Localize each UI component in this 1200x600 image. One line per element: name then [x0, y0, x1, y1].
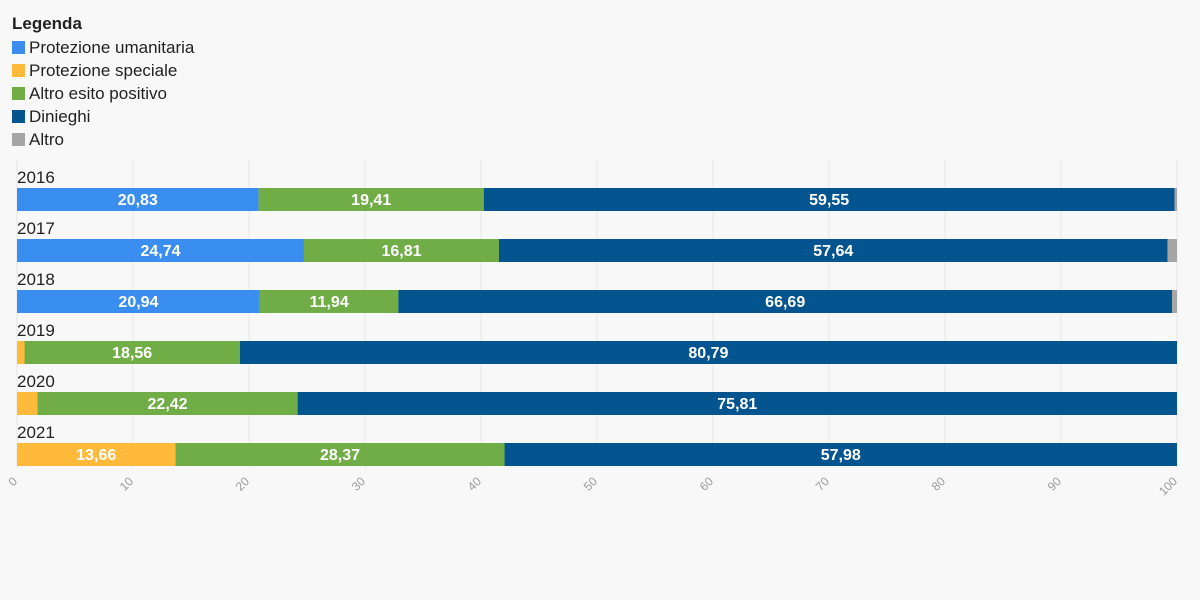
data-label: 11,94	[310, 294, 349, 311]
data-label: 20,94	[118, 294, 158, 311]
category-label: 2018	[17, 270, 55, 289]
bar-segment	[17, 239, 304, 262]
category-label: 2020	[17, 372, 55, 391]
data-label: 24,74	[140, 243, 180, 260]
legend-item: Altro	[12, 130, 64, 149]
bar-segment	[1172, 290, 1177, 313]
bar-segment	[17, 392, 38, 415]
x-tick-label: 60	[697, 474, 717, 494]
legend-item: Protezione speciale	[12, 61, 177, 80]
bar-segment	[17, 290, 260, 313]
grid-lines	[16, 160, 1178, 468]
bar-segment	[17, 341, 25, 364]
bar-segment	[297, 392, 1177, 415]
x-tick-label: 50	[581, 474, 601, 494]
x-tick-label: 40	[465, 474, 485, 494]
legend-label: Altro	[29, 130, 64, 149]
bar-segment	[1167, 239, 1177, 262]
legend-swatch	[12, 64, 25, 77]
data-label: 19,41	[351, 192, 391, 209]
legend-item: Dinieghi	[12, 107, 90, 126]
x-tick-label: 20	[233, 474, 253, 494]
legend-swatch	[12, 133, 25, 146]
data-label: 13,66	[76, 447, 116, 464]
x-tick-label: 70	[813, 474, 833, 494]
legend-label: Dinieghi	[29, 107, 90, 126]
data-label: 66,69	[765, 294, 805, 311]
data-label: 59,55	[809, 192, 849, 209]
bar-segment	[398, 290, 1173, 313]
x-tick-label: 0	[5, 474, 20, 489]
bar-segment	[1174, 188, 1177, 211]
data-label: 57,98	[821, 447, 861, 464]
bar-segment	[175, 443, 505, 466]
x-tick-label: 30	[349, 474, 369, 494]
category-label: 2016	[17, 168, 55, 187]
bar-segment	[483, 188, 1175, 211]
legend-swatch	[12, 110, 25, 123]
bar-segment	[498, 239, 1168, 262]
bar-segment	[37, 392, 298, 415]
legend-label: Protezione speciale	[29, 61, 177, 80]
x-axis: 0 10 20 30 40 50 60 70 80 90 100	[5, 474, 1180, 498]
category-label: 2021	[17, 423, 55, 442]
x-tick-label: 10	[117, 474, 137, 494]
bar-segment	[504, 443, 1178, 466]
x-tick-label: 80	[929, 474, 949, 494]
legend-label: Protezione umanitaria	[29, 38, 195, 57]
data-label: 28,37	[320, 447, 360, 464]
data-label: 20,83	[118, 192, 158, 209]
category-label: 2017	[17, 219, 55, 238]
data-label: 75,81	[717, 396, 757, 413]
bar-segment	[239, 341, 1177, 364]
category-label: 2019	[17, 321, 55, 340]
bar-segment	[17, 188, 259, 211]
legend-swatch	[12, 41, 25, 54]
legend-label: Altro esito positivo	[29, 84, 167, 103]
x-tick-label: 100	[1156, 474, 1180, 498]
bars: 2016 20,83 19,41 59,55 2017 24,74 16,81 57,64 20…	[17, 168, 1178, 466]
legend-title: Legenda	[12, 14, 82, 33]
bar-segment	[303, 239, 499, 262]
data-label: 80,79	[688, 345, 728, 362]
bar-segment	[17, 443, 176, 466]
data-label: 16,81	[381, 243, 421, 260]
legend-item: Altro esito positivo	[12, 84, 167, 103]
x-tick-label: 90	[1045, 474, 1065, 494]
data-label: 57,64	[813, 243, 853, 260]
data-label: 22,42	[148, 396, 188, 413]
legend-swatch	[12, 87, 25, 100]
data-label: 18,56	[112, 345, 152, 362]
bar-segment	[258, 188, 484, 211]
bar-segment	[24, 341, 240, 364]
legend-item: Protezione umanitaria	[12, 38, 195, 57]
legend: Legenda Protezione umanitaria Protezione …	[12, 14, 195, 149]
bar-segment	[259, 290, 399, 313]
